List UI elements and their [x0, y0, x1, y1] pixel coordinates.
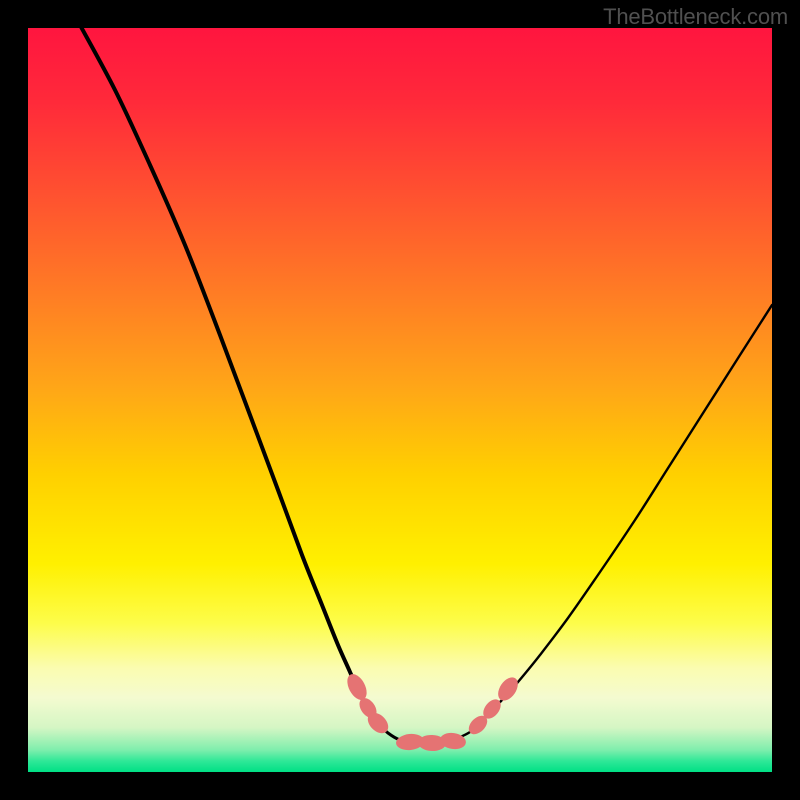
bottleneck-chart — [0, 0, 800, 800]
attribution-label: TheBottleneck.com — [603, 4, 788, 30]
